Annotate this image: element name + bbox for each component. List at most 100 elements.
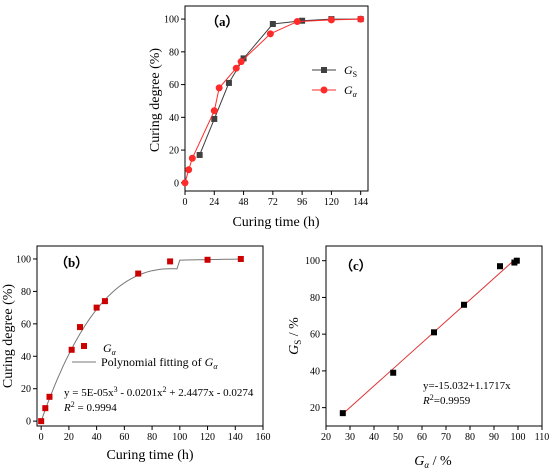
panel-a-series-0-point (269, 21, 276, 28)
panel-c-xtick-label: 30 (345, 432, 355, 443)
panel-a-series-1-point (237, 58, 245, 66)
panel-c-xtick-label: 50 (393, 432, 403, 443)
panel-a: 0 24 48 72 96 120 144 0 20 40 60 80 100 （a） Curing t… (148, 5, 369, 230)
panel-a-label: （a） (206, 14, 239, 29)
panel-b-xtick-label: 0 (39, 432, 44, 443)
panel-a-series-0-point (196, 151, 203, 158)
panel-c-xtick-label: 90 (489, 432, 499, 443)
panel-b-ytick-label: 80 (21, 287, 31, 298)
panel-b-series-0-point (135, 270, 142, 277)
panel-b-xtick-label: 20 (64, 432, 74, 443)
panel-c-xtick-label: 20 (321, 432, 331, 443)
panel-c-frame (325, 245, 543, 427)
panel-a-ytick-label: 60 (169, 80, 179, 91)
panel-b-xtick-label: 120 (200, 432, 215, 443)
panel-c-xtick-label: 80 (465, 432, 475, 443)
panel-b-xtick-label: 100 (172, 432, 187, 443)
panel-a-series-1-line (184, 18, 361, 183)
panel-b-xtick-label: 160 (256, 432, 271, 443)
panel-b-series-0-point (167, 258, 174, 265)
panel-c-xtick-label: 110 (535, 432, 550, 443)
panel-c-ytick-label: 80 (310, 293, 320, 304)
panel-b-series-0-point (93, 304, 100, 311)
panel-a-legend: GS Gα (312, 63, 358, 99)
panel-a-series-0-point (225, 79, 232, 86)
panel-a-ytick-label: 80 (169, 47, 179, 58)
panel-a-series-0-point (211, 115, 218, 122)
panel-c-series-0-point (431, 329, 437, 336)
panel-c-ytick-label: 20 (310, 403, 320, 414)
panel-c: 20 30 40 50 60 70 80 90 100 110 20 40 60 80 100 （c） Gα… (287, 245, 550, 470)
panel-a-xtick-label: 144 (353, 197, 368, 208)
panel-a-series-1-point (215, 84, 223, 92)
panel-b-xlabel: Curing time (h) (106, 448, 193, 463)
panel-b-xtick-label: 60 (119, 432, 129, 443)
panel-a-ytick-label: 0 (174, 178, 179, 189)
panel-c-xtick-label: 100 (511, 432, 526, 443)
panel-a-series-1-point (293, 18, 301, 26)
panel-c-ytick-label: 40 (310, 366, 320, 377)
panel-a-series-1-point (210, 107, 218, 115)
panel-a-ytick-label: 20 (169, 146, 179, 157)
panel-b-ytick-label: 100 (16, 254, 31, 265)
panel-c-xtick-label: 60 (417, 432, 427, 443)
panel-b-frame (36, 245, 264, 427)
panel-b-series-0-point (237, 255, 244, 262)
panel-c-fit-line (342, 257, 518, 415)
panel-a-series-1-point (232, 64, 240, 72)
panel-a-series-0-line (199, 18, 361, 156)
panel-c-ylabel: GS / % (287, 317, 303, 355)
legend-ga-label: Gα (344, 83, 358, 99)
panel-a-series-1-point (357, 15, 365, 23)
panel-b-series-0-point (46, 393, 53, 400)
panel-a-series-1-point (327, 16, 335, 24)
panel-a-xtick-label: 72 (268, 197, 278, 208)
panel-b-ytick-label: 60 (21, 319, 31, 330)
panel-b-series-0-point (204, 256, 211, 263)
legend-b-ga-marker (81, 343, 87, 349)
panel-b-series-0-point (42, 405, 49, 412)
panel-a-xtick-label: 120 (324, 197, 339, 208)
panel-b-equation: y = 5E-05x3 - 0.0201x2 + 2.4477x - 0.027… (64, 385, 254, 399)
panel-a-series-1-point (181, 179, 189, 187)
panel-c-label: （c） (340, 258, 372, 273)
panel-a-ytick-label: 40 (169, 113, 179, 124)
panel-a-xtick-label: 48 (239, 197, 249, 208)
panel-c-equation: y=-15.032+1.1717x (423, 380, 511, 392)
panel-a-series-0-point (299, 17, 306, 24)
panel-b-xtick-label: 80 (147, 432, 157, 443)
panel-b-xtick-label: 40 (92, 432, 102, 443)
panel-c-series-0-point (390, 369, 397, 376)
panel-b-label: （b） (55, 255, 88, 270)
legend-ga-marker (320, 86, 328, 94)
panel-c-xtick-label: 40 (369, 432, 379, 443)
panel-b-ytick-label: 20 (21, 384, 31, 395)
panel-a-series-1-point (185, 166, 193, 174)
panel-b-legend: Gα Polynomial fitting of Gα (72, 341, 218, 371)
panel-c-series-0-point (339, 410, 346, 417)
panel-a-series-1-point (266, 30, 274, 38)
panel-c-r2: R2=0.9959 (422, 393, 471, 407)
panel-a-series-1-point (188, 154, 196, 162)
panel-b-r2: R2 = 0.9994 (63, 400, 117, 414)
panel-b: 0 20 40 60 80 100 120 140 160 0 20 40 60 80 100 （b） Cu… (1, 245, 271, 463)
panel-b-series-0-point (101, 298, 108, 305)
panel-b-series-0-point (68, 346, 75, 353)
panel-c-series-0-point (461, 301, 467, 308)
panel-a-xtick-label: 24 (209, 197, 219, 208)
panel-a-xlabel: Curing time (h) (232, 215, 319, 230)
panel-b-ylabel: Curing degree (%) (1, 284, 16, 389)
panel-a-xtick-label: 96 (297, 197, 307, 208)
panel-c-ytick-label: 60 (310, 330, 320, 341)
panel-b-ytick-label: 40 (21, 352, 31, 363)
panel-c-ytick-label: 100 (305, 256, 320, 267)
panel-c-series-0-point (513, 257, 520, 264)
panel-b-xtick-label: 140 (228, 432, 243, 443)
legend-gs-label: GS (344, 63, 357, 79)
panel-a-series-0-point (240, 55, 247, 62)
panel-a-ytick-label: 100 (164, 15, 179, 26)
panel-c-xlabel: Gα / % (414, 454, 452, 470)
legend-gs-marker (321, 67, 327, 73)
panel-b-ytick-label: 0 (26, 417, 31, 428)
